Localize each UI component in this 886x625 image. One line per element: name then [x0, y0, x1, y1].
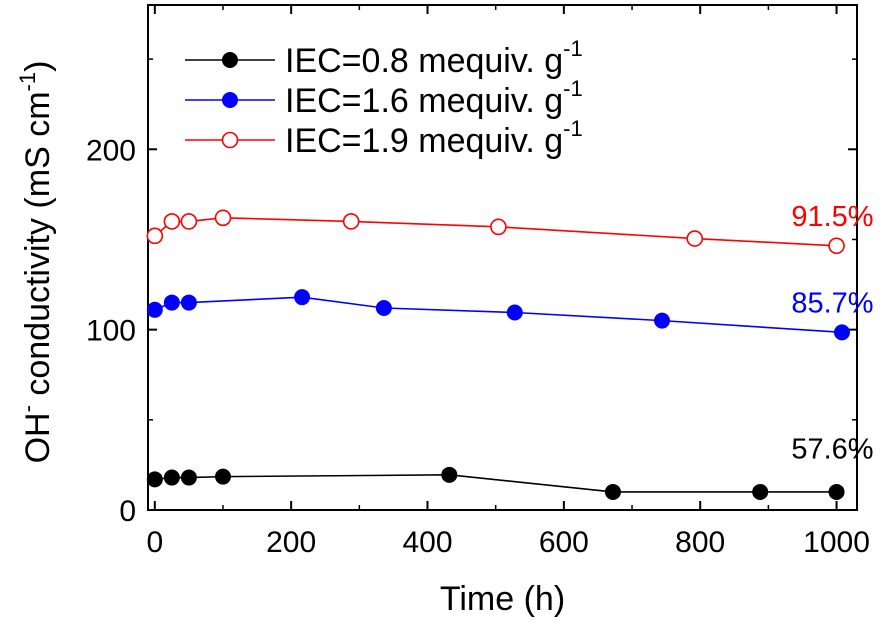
- percent-annotation: 85.7%: [791, 288, 873, 320]
- data-point: [180, 213, 198, 230]
- data-point: [163, 294, 180, 311]
- legend-entry-3: IEC=1.9 mequiv. g-1: [185, 116, 583, 160]
- legend-label: IEC=1.9 mequiv. g-1: [285, 116, 583, 160]
- data-point: [686, 230, 704, 247]
- legend-marker: [222, 52, 238, 68]
- x-tick-label: 800: [675, 526, 725, 559]
- data-point: [490, 218, 507, 236]
- axes: 0 200 400 600 800 1000 0 100 200: [86, 5, 870, 559]
- data-point: [163, 213, 181, 230]
- axis-titles: Time (h) OH- conductivity (mS cm-1): [15, 61, 565, 618]
- y-tick-label: 0: [119, 495, 136, 528]
- x-tick-label: 0: [146, 526, 163, 559]
- legend-entry-2: IEC=1.6 mequiv. g-1: [185, 76, 583, 120]
- data-point: [180, 294, 197, 311]
- data-point: [342, 213, 360, 230]
- series-line: [154, 296, 843, 334]
- data-point: [146, 227, 164, 245]
- legend-label: IEC=0.8 mequiv. g-1: [285, 36, 583, 80]
- x-axis-title: Time (h): [440, 580, 565, 618]
- annotations: 91.5% 85.7% 57.6%: [791, 201, 873, 466]
- y-axis-title: OH- conductivity (mS cm-1): [15, 61, 57, 464]
- data-point: [163, 469, 180, 486]
- legend-entry-1: IEC=0.8 mequiv. g-1: [185, 36, 583, 80]
- data-point: [146, 471, 163, 488]
- data-point: [294, 289, 311, 306]
- data-point: [146, 301, 163, 318]
- series-2: [146, 289, 851, 341]
- x-tick-label: 600: [539, 526, 589, 559]
- data-point: [604, 483, 621, 500]
- data-point: [441, 466, 458, 483]
- data-point: [834, 324, 851, 341]
- data-point: [180, 469, 197, 486]
- percent-annotation: 91.5%: [791, 201, 873, 233]
- percent-annotation: 57.6%: [791, 434, 873, 466]
- y-tick-label: 100: [86, 315, 136, 348]
- plot-frame: [147, 4, 858, 511]
- data-point: [214, 209, 232, 227]
- legend-marker: [222, 92, 238, 108]
- data-point: [828, 483, 845, 500]
- series-line: [154, 474, 837, 493]
- data-point: [828, 237, 845, 255]
- data-point: [654, 312, 671, 329]
- x-tick-label: 400: [402, 526, 452, 559]
- data-point: [214, 468, 231, 485]
- legend-label: IEC=1.6 mequiv. g-1: [285, 76, 583, 120]
- series-1: [146, 466, 845, 500]
- plot-area: [147, 4, 858, 511]
- data-point: [752, 483, 769, 500]
- series-3: [146, 209, 845, 255]
- legend-marker: [221, 131, 239, 149]
- x-tick-label: 1000: [803, 526, 870, 559]
- x-tick-label: 200: [266, 526, 316, 559]
- data-point: [506, 304, 523, 321]
- y-tick-label: 200: [86, 134, 136, 167]
- series-group: [146, 209, 851, 500]
- data-point: [375, 300, 392, 316]
